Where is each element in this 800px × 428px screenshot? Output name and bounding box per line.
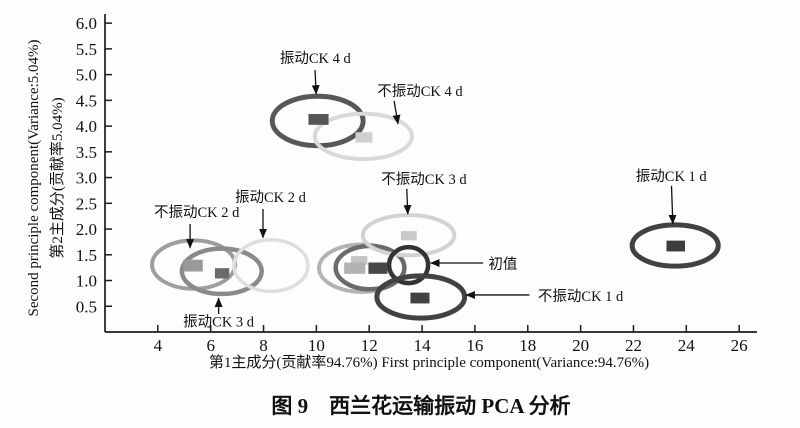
x-tick-label: 8 xyxy=(259,336,268,355)
group-marker xyxy=(350,256,368,265)
y-tick-label: 1.0 xyxy=(76,272,97,291)
y-axis-title-en: Second principle component(Variance:5.04… xyxy=(26,40,42,317)
group-marker xyxy=(400,231,417,241)
annotation-arrow xyxy=(403,188,412,215)
group-marker xyxy=(368,262,388,274)
y-axis-title-cn: 第2主成分(贡献率5.04%) xyxy=(48,97,66,258)
y-tick-label: 0.5 xyxy=(76,297,97,316)
x-tick-label: 24 xyxy=(678,336,696,355)
annotation-arrow xyxy=(392,100,401,125)
group-marker xyxy=(183,259,203,272)
annotation-label: 振动CK 2 d xyxy=(235,189,307,206)
confidence-ellipse xyxy=(312,111,415,162)
group-marker xyxy=(355,132,373,143)
annotation-label: 振动CK 1 d xyxy=(636,168,708,185)
x-tick-label: 4 xyxy=(154,336,163,355)
x-tick-label: 26 xyxy=(731,336,748,355)
y-tick-label: 2.5 xyxy=(76,194,97,213)
group-marker xyxy=(666,240,685,252)
y-tick-label: 3.5 xyxy=(76,143,97,162)
x-tick-label: 22 xyxy=(625,336,642,355)
x-tick-label: 18 xyxy=(519,336,536,355)
annotation-label: 不振动CK 2 d xyxy=(154,204,240,221)
figure-caption: 图 9 西兰花运输振动 PCA 分析 xyxy=(271,394,570,418)
y-tick-label: 3.0 xyxy=(76,169,97,188)
confidence-ellipse xyxy=(360,213,457,258)
y-tick-label: 5.5 xyxy=(76,40,97,59)
y-tick-label: 1.5 xyxy=(76,246,97,265)
group-marker xyxy=(344,262,366,274)
x-tick-label: 12 xyxy=(361,336,378,355)
x-tick-label: 14 xyxy=(414,336,432,355)
annotation-label: 初值 xyxy=(488,256,517,273)
y-tick-label: 2.0 xyxy=(76,220,97,239)
confidence-ellipse xyxy=(179,246,264,297)
confidence-ellipse xyxy=(232,238,310,294)
annotation-label: 不振动CK 1 d xyxy=(538,288,624,305)
x-tick-label: 10 xyxy=(308,336,325,355)
group-marker xyxy=(214,268,230,279)
annotation-arrow xyxy=(668,185,677,225)
x-axis-title: 第1主成分(贡献率94.76%) First principle compone… xyxy=(209,353,649,371)
annotation-label: 振动CK 4 d xyxy=(280,50,352,67)
y-tick-label: 5.0 xyxy=(76,66,97,85)
confidence-ellipse xyxy=(386,244,431,286)
x-tick-label: 6 xyxy=(206,336,215,355)
group-marker xyxy=(410,292,430,304)
confidence-ellipse xyxy=(374,273,468,321)
group-marker xyxy=(308,114,329,125)
annotation-arrow xyxy=(311,69,320,95)
annotation-label: 不振动CK 3 d xyxy=(381,171,467,188)
y-tick-label: 6.0 xyxy=(76,14,97,33)
x-tick-label: 16 xyxy=(466,336,483,355)
plot-area: 4 6 8 10 12 14 16 18 20 22 24 26 0.5 1.0 1.5 2.0 2.5 3.0 3… xyxy=(76,14,757,355)
y-tick-label: 4.5 xyxy=(76,91,97,110)
y-tick-label: 4.0 xyxy=(76,117,97,136)
annotation-label: 振动CK 3 d xyxy=(183,314,255,331)
x-tick-label: 20 xyxy=(572,336,589,355)
annotation-label: 不振动CK 4 d xyxy=(377,83,463,100)
confidence-ellipse xyxy=(629,222,721,269)
